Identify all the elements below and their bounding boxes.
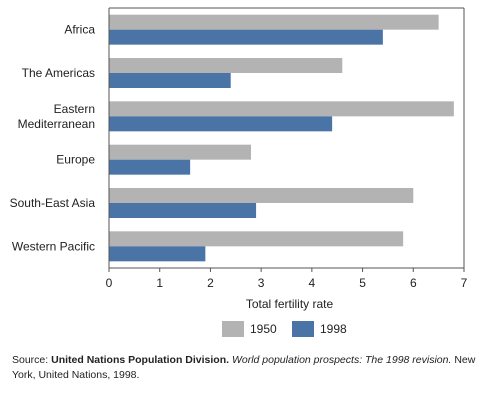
legend-swatch-1950: [222, 321, 244, 337]
category-label: The Americas: [22, 66, 95, 80]
source-note: Source: United Nations Population Divisi…: [12, 353, 477, 383]
x-tick-label: 7: [461, 276, 468, 290]
source-organization: United Nations Population Division.: [51, 354, 230, 366]
legend: 1950 1998: [222, 321, 347, 337]
x-tick-label: 6: [410, 276, 417, 290]
bar-eastern-mediterranean-1950: [109, 101, 454, 117]
bar-africa-1998: [109, 29, 383, 45]
category-label: South-East Asia: [10, 196, 96, 210]
x-tick-label: 0: [106, 276, 113, 290]
x-tick-label: 1: [156, 276, 163, 290]
bar-europe-1998: [109, 159, 191, 175]
x-tick-label: 3: [258, 276, 265, 290]
category-label: Europe: [56, 153, 95, 167]
x-axis: 0 1 2 3 4 5 6 7: [106, 268, 468, 290]
bar-africa-1950: [109, 14, 439, 30]
x-tick-label: 2: [207, 276, 214, 290]
x-tick-label: 5: [359, 276, 366, 290]
legend-swatch-1998: [292, 321, 314, 337]
bar-south-east-asia-1950: [109, 188, 414, 203]
bar-europe-1950: [109, 144, 251, 160]
legend-label-1998: 1998: [320, 322, 347, 336]
legend-label-1950: 1950: [250, 322, 277, 336]
category-label: Africa: [64, 23, 95, 37]
source-label: Source:: [12, 354, 49, 366]
source-details: New York, United Nations, 1998.: [12, 354, 476, 381]
bar-western-pacific-1998: [109, 246, 206, 262]
bar-the-americas-1998: [109, 73, 231, 88]
category-label: Eastern: [54, 102, 95, 116]
bar-south-east-asia-1998: [109, 203, 257, 218]
x-axis-title: Total fertility rate: [246, 297, 334, 311]
category-label: Western Pacific: [12, 239, 95, 253]
x-tick-label: 4: [309, 276, 316, 290]
bar-western-pacific-1950: [109, 231, 404, 247]
bar-the-americas-1950: [109, 58, 343, 73]
category-label: Mediterranean: [18, 117, 95, 131]
source-publication: World population prospects: The 1998 rev…: [231, 354, 452, 366]
bar-eastern-mediterranean-1998: [109, 116, 333, 132]
bars-group: [109, 14, 454, 262]
